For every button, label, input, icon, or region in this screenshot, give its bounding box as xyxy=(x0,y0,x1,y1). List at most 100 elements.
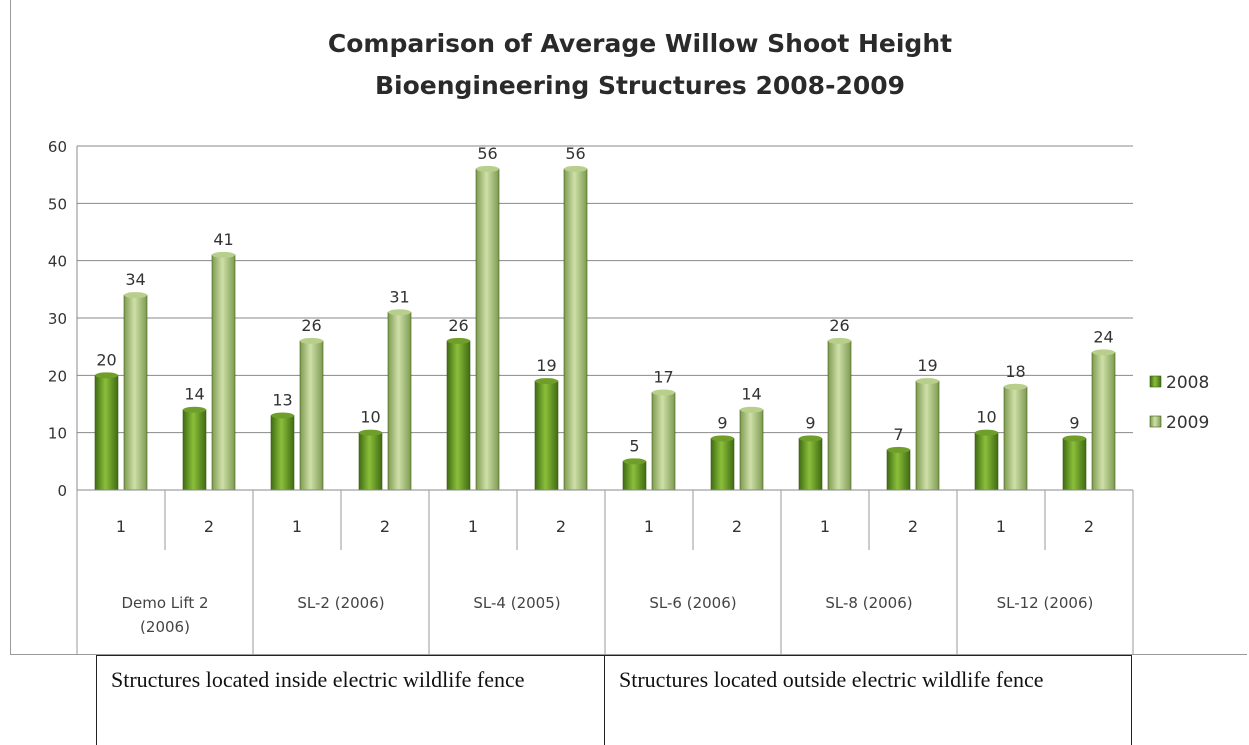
bar-top-2009 xyxy=(652,389,675,396)
data-label-2008: 9 xyxy=(1069,413,1079,432)
bar-2009 xyxy=(563,168,588,491)
chart-title-line-2: Bioengineering Structures 2008-2009 xyxy=(375,71,905,100)
x-tick-label: 1 xyxy=(820,517,830,536)
data-label-2009: 14 xyxy=(741,385,761,404)
x-tick-label: 2 xyxy=(380,517,390,536)
group-label: SL-8 (2006) xyxy=(825,594,912,612)
data-label-2009: 56 xyxy=(477,144,497,163)
bar-top-2009 xyxy=(388,309,411,316)
bar-2008 xyxy=(270,415,295,491)
bar-2008 xyxy=(358,432,383,491)
bar-2008 xyxy=(1062,438,1087,491)
bar-top-2009 xyxy=(564,165,587,172)
bar-top-2008 xyxy=(711,435,734,442)
x-tick-label: 1 xyxy=(468,517,478,536)
data-label-2009: 19 xyxy=(917,356,937,375)
group-label: SL-12 (2006) xyxy=(997,594,1094,612)
bar-top-2009 xyxy=(1092,349,1115,356)
x-tick-label: 2 xyxy=(556,517,566,536)
bar-2008 xyxy=(622,461,647,491)
bar-2008 xyxy=(710,438,735,491)
group-label-line-2: (2006) xyxy=(140,618,190,636)
group-label: SL-6 (2006) xyxy=(649,594,736,612)
y-tick-label: 40 xyxy=(48,253,67,271)
fence-table: Structures located inside electric wildl… xyxy=(96,655,1132,745)
x-tick-label: 2 xyxy=(732,517,742,536)
bar-top-2008 xyxy=(95,372,118,379)
bar-2008 xyxy=(94,375,119,491)
group-label: SL-4 (2005) xyxy=(473,594,560,612)
x-tick-label: 1 xyxy=(292,517,302,536)
data-label-2009: 24 xyxy=(1093,327,1113,346)
bar-2009 xyxy=(827,340,852,491)
data-label-2008: 14 xyxy=(184,385,204,404)
bar-2009 xyxy=(387,311,412,491)
legend-swatch-2009 xyxy=(1149,415,1162,428)
bar-chart: Comparison of Average Willow Shoot Heigh… xyxy=(48,29,1209,655)
bar-top-2008 xyxy=(535,378,558,385)
bar-2009 xyxy=(123,294,148,491)
y-tick-label: 60 xyxy=(48,138,67,156)
bar-2008 xyxy=(974,432,999,491)
x-tick-label: 2 xyxy=(204,517,214,536)
bar-2009 xyxy=(739,409,764,491)
bar-top-2009 xyxy=(476,165,499,172)
x-tick-label: 1 xyxy=(116,517,126,536)
legend-swatch-2008 xyxy=(1149,375,1162,388)
data-label-2008: 10 xyxy=(976,408,996,427)
y-tick-label: 20 xyxy=(48,367,67,385)
data-label-2008: 26 xyxy=(448,316,468,335)
data-label-2008: 20 xyxy=(96,350,116,369)
chart-frame xyxy=(10,0,1247,655)
data-label-2009: 26 xyxy=(301,316,321,335)
data-label-2008: 10 xyxy=(360,408,380,427)
bar-2008 xyxy=(798,438,823,491)
data-label-2008: 5 xyxy=(629,436,639,455)
bar-top-2009 xyxy=(124,292,147,299)
bar-2009 xyxy=(211,254,236,491)
bar-2008 xyxy=(886,449,911,491)
bar-2009 xyxy=(299,340,324,491)
bar-top-2008 xyxy=(1063,435,1086,442)
bar-2009 xyxy=(475,168,500,491)
bar-top-2009 xyxy=(740,406,763,413)
y-tick-label: 30 xyxy=(48,310,67,328)
data-label-2009: 18 xyxy=(1005,362,1025,381)
group-label: SL-2 (2006) xyxy=(297,594,384,612)
bar-2008 xyxy=(182,409,207,491)
data-label-2009: 31 xyxy=(389,287,409,306)
bar-2009 xyxy=(1003,386,1028,491)
bar-2009 xyxy=(651,392,676,491)
data-label-2009: 34 xyxy=(125,270,145,289)
data-label-2008: 9 xyxy=(805,413,815,432)
bar-top-2008 xyxy=(271,412,294,419)
y-tick-label: 0 xyxy=(57,482,67,500)
y-tick-label: 50 xyxy=(48,195,67,213)
bar-top-2009 xyxy=(828,337,851,344)
bar-top-2008 xyxy=(975,429,998,436)
bar-top-2009 xyxy=(916,378,939,385)
fence-inside-label: Structures located inside electric wildl… xyxy=(97,656,605,745)
bar-top-2008 xyxy=(623,458,646,465)
data-label-2008: 7 xyxy=(893,425,903,444)
x-tick-label: 2 xyxy=(1084,517,1094,536)
bar-2008 xyxy=(446,340,471,491)
x-tick-label: 1 xyxy=(644,517,654,536)
data-label-2009: 26 xyxy=(829,316,849,335)
x-tick-label: 2 xyxy=(908,517,918,536)
group-label: Demo Lift 2 xyxy=(121,594,208,612)
y-tick-label: 10 xyxy=(48,425,67,443)
data-label-2008: 9 xyxy=(717,413,727,432)
data-label-2008: 19 xyxy=(536,356,556,375)
legend-label-2009: 2009 xyxy=(1166,413,1209,433)
data-label-2008: 13 xyxy=(272,390,292,409)
data-label-2009: 56 xyxy=(565,144,585,163)
data-label-2009: 41 xyxy=(213,230,233,249)
bar-2009 xyxy=(1091,352,1116,491)
bar-top-2009 xyxy=(1004,383,1027,390)
legend-label-2008: 2008 xyxy=(1166,373,1209,393)
bar-top-2009 xyxy=(300,337,323,344)
bar-top-2008 xyxy=(359,429,382,436)
data-label-2009: 17 xyxy=(653,368,673,387)
bar-2008 xyxy=(534,380,559,491)
